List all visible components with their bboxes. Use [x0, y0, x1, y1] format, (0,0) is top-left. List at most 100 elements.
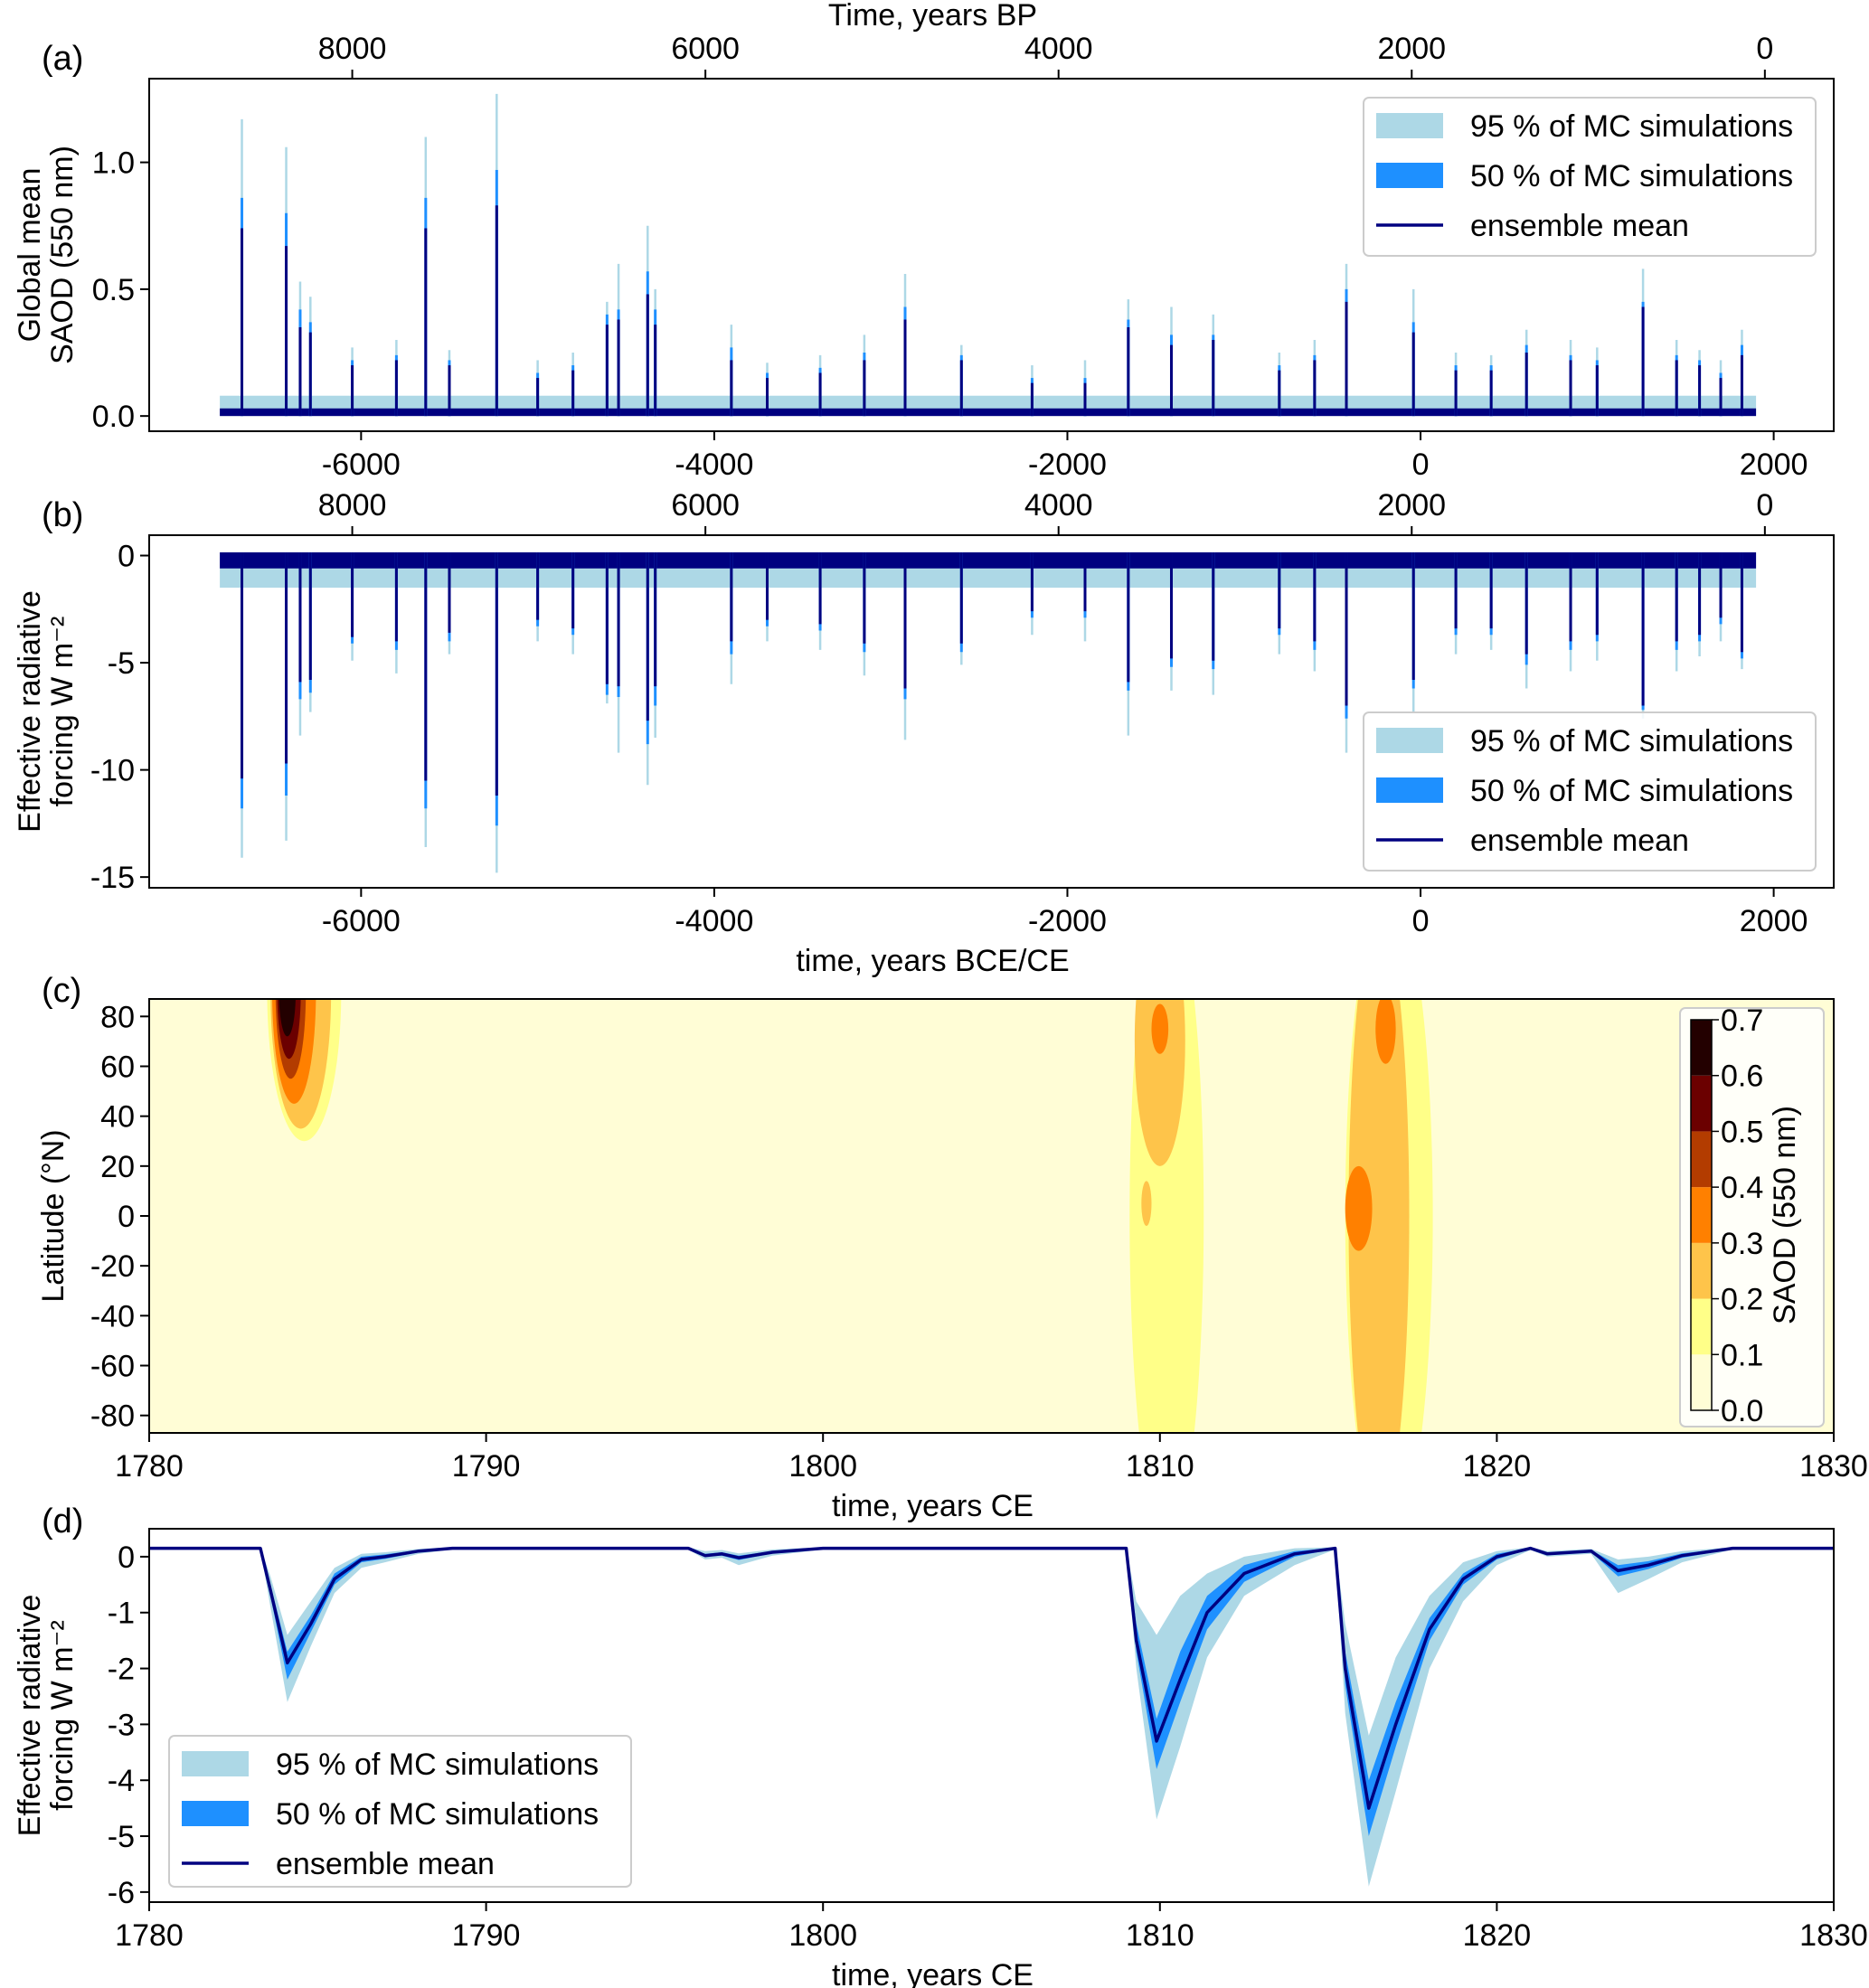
top-x-tick-label: 6000	[671, 32, 740, 66]
colorbar-segment	[1691, 1131, 1712, 1188]
top-x-tick-label: 2000	[1377, 32, 1446, 66]
colorbar-tick-label: 0.5	[1721, 1115, 1763, 1149]
y-tick-label: 0	[118, 1200, 135, 1234]
background-mean-band	[220, 551, 1757, 569]
x-tick-label: 1800	[788, 1449, 857, 1484]
x-tick-label: 0	[1412, 448, 1430, 482]
x-tick-label: 1830	[1799, 1918, 1868, 1953]
plot-area	[220, 551, 1757, 873]
legend-label: 95 % of MC simulations	[1470, 109, 1793, 144]
y-axis-label-line2: forcing W m⁻²	[45, 1620, 80, 1811]
y-tick-label: 0.5	[92, 273, 135, 307]
x-tick-label: 1790	[452, 1918, 521, 1953]
colorbar-tick-label: 0.2	[1721, 1283, 1763, 1317]
contour-region	[1348, 999, 1410, 1433]
y-axis-label-line1: Global mean	[13, 168, 47, 343]
legend-label: ensemble mean	[276, 1847, 495, 1881]
colorbar-frame	[1690, 1019, 1713, 1411]
contour-region	[1345, 1165, 1373, 1251]
top-x-tick-label: 0	[1756, 488, 1773, 523]
x-tick-label: 2000	[1740, 448, 1808, 482]
y-tick-label: -4	[108, 1764, 135, 1798]
y-tick-label: -10	[90, 754, 135, 788]
colorbar-tick-label: 0.7	[1721, 1003, 1763, 1038]
y-tick-label: -3	[108, 1708, 135, 1742]
legend-label: 95 % of MC simulations	[1470, 724, 1793, 758]
colorbar-box	[1679, 1007, 1825, 1427]
axes-frame	[148, 534, 1835, 889]
top-x-tick-label: 8000	[318, 32, 387, 66]
x-tick-label: -4000	[675, 904, 753, 938]
y-tick-label: -80	[90, 1399, 135, 1434]
band-95-percent	[149, 1547, 1834, 1887]
y-tick-label: -1	[108, 1597, 135, 1631]
y-tick-label: 1.0	[92, 146, 135, 181]
legend-label: 95 % of MC simulations	[276, 1748, 599, 1782]
contour-region	[1134, 999, 1185, 1166]
x-tick-label: -2000	[1028, 904, 1107, 938]
x-tick-label: -4000	[675, 448, 753, 482]
contour-region	[1151, 1003, 1169, 1054]
axes-frame	[148, 1528, 1835, 1903]
axes-frame	[148, 78, 1835, 432]
y-tick-label: 60	[100, 1050, 135, 1084]
panel-label: (c)	[42, 972, 81, 1010]
y-tick-label: 20	[100, 1150, 135, 1184]
y-tick-label: -15	[90, 861, 135, 895]
x-axis-label: time, years CE	[832, 1489, 1034, 1523]
contour-region	[1375, 999, 1396, 1064]
plot-area	[149, 1546, 1834, 1887]
x-tick-label: 1780	[115, 1449, 184, 1484]
y-tick-label: 0	[118, 540, 135, 574]
y-axis-label-line2: SAOD (550 nm)	[45, 146, 80, 364]
colorbar-segment	[1691, 1187, 1712, 1243]
colorbar-segment	[1691, 1242, 1712, 1299]
top-x-tick-label: 2000	[1377, 488, 1446, 523]
x-tick-label: -6000	[322, 904, 401, 938]
colorbar-segment	[1691, 1298, 1712, 1355]
contour-region	[277, 999, 301, 1060]
x-tick-label: 1810	[1126, 1918, 1194, 1953]
legend-95-swatch	[1376, 728, 1443, 753]
top-x-axis-label: Time, years BP	[828, 0, 1037, 33]
x-tick-label: 1820	[1463, 1449, 1532, 1484]
y-axis-label-line1: Effective radiative	[13, 1595, 47, 1837]
legend	[1363, 711, 1817, 872]
legend-box	[1363, 97, 1817, 257]
x-tick-label: 2000	[1740, 904, 1808, 938]
contour-region	[1141, 1181, 1152, 1227]
legend-label: 50 % of MC simulations	[1470, 774, 1793, 808]
y-tick-label: -2	[108, 1653, 135, 1687]
y-tick-label: -40	[90, 1299, 135, 1333]
y-tick-label: -60	[90, 1350, 135, 1384]
legend-label: 50 % of MC simulations	[1470, 159, 1793, 193]
y-tick-label: 0.0	[92, 400, 135, 434]
y-axis-label-line1: Effective radiative	[13, 590, 47, 833]
top-x-tick-label: 0	[1756, 32, 1773, 66]
legend-50-swatch	[1376, 163, 1443, 188]
legend-50-swatch	[1376, 777, 1443, 803]
contour-region	[278, 999, 296, 1037]
x-tick-label: -2000	[1028, 448, 1107, 482]
panel-label: (d)	[42, 1503, 83, 1540]
y-tick-label: 80	[100, 1000, 135, 1034]
legend	[1363, 97, 1817, 257]
x-tick-label: 1790	[452, 1449, 521, 1484]
colorbar-tick-label: 0.1	[1721, 1338, 1763, 1372]
x-tick-label: 1800	[788, 1918, 857, 1953]
y-tick-label: -5	[108, 646, 135, 681]
colorbar-tick-label: 0.3	[1721, 1227, 1763, 1261]
legend-box	[168, 1735, 632, 1888]
legend-label: ensemble mean	[1470, 824, 1689, 858]
legend-50-swatch	[182, 1801, 249, 1826]
x-tick-label: 1820	[1463, 1918, 1532, 1953]
ensemble-mean-line	[149, 1546, 1834, 1810]
top-x-tick-label: 4000	[1024, 488, 1093, 523]
legend-label: 50 % of MC simulations	[276, 1797, 599, 1832]
colorbar-segment	[1691, 1020, 1712, 1076]
panel-label: (b)	[42, 496, 83, 534]
x-tick-label: 0	[1412, 904, 1430, 938]
x-axis-label: time, years CE	[832, 1958, 1034, 1988]
colorbar-tick-label: 0.6	[1721, 1060, 1763, 1094]
